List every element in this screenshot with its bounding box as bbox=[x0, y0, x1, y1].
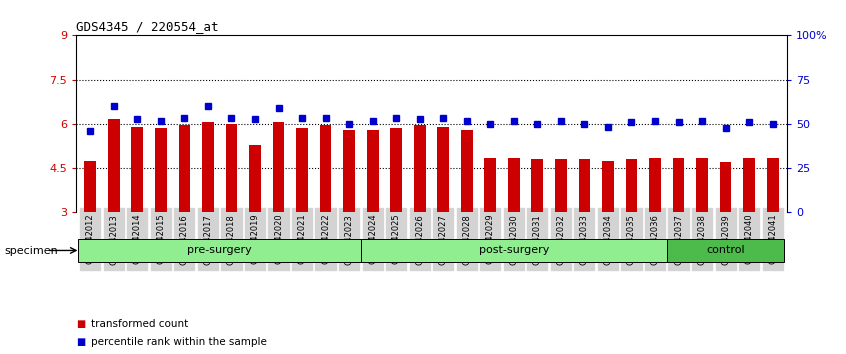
Bar bbox=[485, 158, 496, 212]
Bar bbox=[602, 161, 614, 212]
Bar bbox=[579, 159, 591, 212]
Text: percentile rank within the sample: percentile rank within the sample bbox=[91, 337, 267, 347]
Bar bbox=[649, 158, 661, 212]
Bar bbox=[508, 158, 519, 212]
Bar bbox=[296, 128, 308, 212]
Bar bbox=[272, 122, 284, 212]
Bar bbox=[320, 125, 332, 212]
Bar bbox=[437, 127, 449, 212]
Bar bbox=[667, 239, 784, 262]
Bar bbox=[720, 162, 732, 212]
Bar bbox=[155, 128, 167, 212]
Bar bbox=[249, 144, 261, 212]
Bar bbox=[343, 130, 355, 212]
Bar bbox=[226, 124, 238, 212]
Bar bbox=[108, 119, 119, 212]
Bar bbox=[744, 158, 755, 212]
Bar bbox=[461, 130, 473, 212]
Bar bbox=[673, 158, 684, 212]
Text: GDS4345 / 220554_at: GDS4345 / 220554_at bbox=[76, 20, 218, 33]
Bar bbox=[555, 159, 567, 212]
Text: ■: ■ bbox=[76, 319, 85, 329]
Bar bbox=[390, 128, 402, 212]
Bar bbox=[131, 127, 143, 212]
Bar bbox=[414, 125, 426, 212]
Text: control: control bbox=[706, 245, 745, 256]
Text: transformed count: transformed count bbox=[91, 319, 189, 329]
Bar bbox=[531, 159, 543, 212]
Bar bbox=[79, 239, 361, 262]
Bar bbox=[696, 158, 708, 212]
Bar bbox=[202, 122, 214, 212]
Text: ■: ■ bbox=[76, 337, 85, 347]
Text: post-surgery: post-surgery bbox=[479, 245, 549, 256]
Bar bbox=[85, 161, 96, 212]
Text: pre-surgery: pre-surgery bbox=[187, 245, 252, 256]
Bar bbox=[179, 125, 190, 212]
Bar bbox=[361, 239, 667, 262]
Bar bbox=[367, 130, 378, 212]
Text: specimen: specimen bbox=[4, 246, 58, 256]
Bar bbox=[625, 159, 637, 212]
Bar bbox=[766, 158, 778, 212]
